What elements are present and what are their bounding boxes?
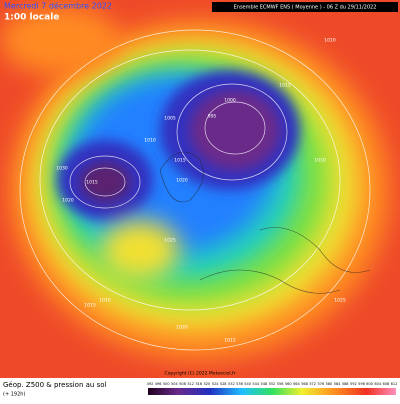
colorbar-tick-label: 600: [366, 382, 373, 386]
colorbar-tick-label: 596: [358, 382, 365, 386]
colorbar-tick-label: 572: [309, 382, 316, 386]
colorbar-tick-label: 524: [212, 382, 219, 386]
isobar-label: 1000: [224, 98, 236, 104]
coastlines: [159, 151, 371, 294]
date: Mercredi 7 décembre 2022: [4, 1, 112, 11]
run-box: [212, 2, 398, 12]
isobar-label: 1025: [334, 298, 346, 304]
footer-lead: (+ 192h): [3, 392, 25, 398]
colorbar-tick-label: 528: [220, 382, 227, 386]
isobar-label: 1010: [324, 38, 336, 44]
run: Ensemble ECMWF ENS ( Moyenne ) - 06 Z du…: [234, 5, 377, 11]
colorbar-tick-label: 520: [204, 382, 211, 386]
colorbar-tick-label: 536: [236, 382, 243, 386]
colorbar-tick-label: 516: [195, 382, 202, 386]
isobar-label: 1020: [176, 325, 188, 331]
isobar-label: 1015: [279, 83, 291, 89]
isobar-label: 1025: [164, 238, 176, 244]
colorbar-tick-label: 496: [155, 382, 162, 386]
colorbar-tick-label: 592: [350, 382, 357, 386]
colorbar-tick-label: 532: [228, 382, 235, 386]
isobar-label: 1015: [84, 303, 96, 309]
colorbar-tick-label: 588: [342, 382, 349, 386]
colorbar-ticks: 492 496 500 504 508 512 516 520 524 528 532 536 540 5…: [147, 382, 398, 386]
colorbar-tick-label: 612: [391, 382, 398, 386]
colorbar-tick-label: 580: [326, 382, 333, 386]
colorbar-tick-label: 500: [163, 382, 170, 386]
isobar-labels: 1030101510201000995100510101015102010251…: [56, 38, 346, 344]
colorbar-tick-label: 560: [285, 382, 292, 386]
colorbar-tick-label: 548: [261, 382, 268, 386]
isobar-label: 1030: [56, 166, 68, 172]
colorbar-tick-label: 568: [301, 382, 308, 386]
isobar-label: 1005: [164, 116, 176, 122]
colorbar-tick-label: 508: [179, 382, 186, 386]
colorbar-tick-label: 608: [383, 382, 390, 386]
colorbar-tick-label: 544: [252, 382, 259, 386]
isobar-label: 1010: [314, 158, 326, 164]
colorbar-tick-label: 552: [269, 382, 276, 386]
time: 1:00 locale: [4, 13, 59, 23]
isobar-label: 995: [208, 114, 217, 120]
isobars: [19, 29, 371, 351]
isobar-label: 1015: [86, 180, 98, 186]
colorbar-tick-label: 540: [244, 382, 251, 386]
colorbar: [148, 388, 396, 395]
isobar-label: 1015: [224, 338, 236, 344]
colorbar-tick-label: 604: [374, 382, 381, 386]
isobar-label: 1010: [144, 138, 156, 144]
isobar-label: 1010: [99, 298, 111, 304]
colorbar-tick-label: 564: [293, 382, 300, 386]
isobar-label: 1015: [174, 158, 186, 164]
colorbar-tick-label: 584: [334, 382, 341, 386]
colorbar-tick-label: 576: [317, 382, 324, 386]
copyright: Copyright (C) 2022 Meteociel.fr: [165, 371, 236, 377]
colorbar-tick-label: 512: [187, 382, 194, 386]
colorbar-tick-label: 556: [277, 382, 284, 386]
isobar-label: 1020: [62, 198, 74, 204]
colorbar-tick-label: 504: [171, 382, 178, 386]
footer-title: Géop. Z500 & pression au sol: [3, 381, 107, 389]
isobar-label: 1020: [176, 178, 188, 184]
colorbar-tick-label: 492: [147, 382, 154, 386]
